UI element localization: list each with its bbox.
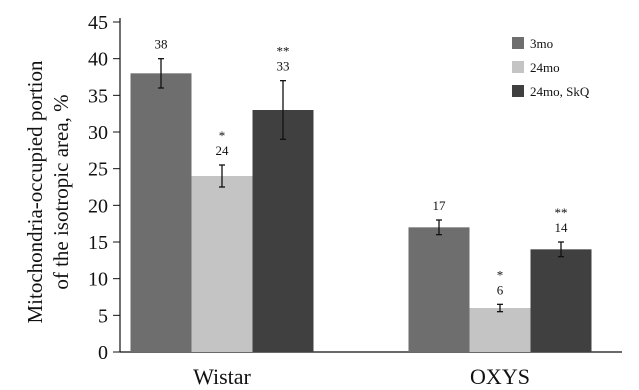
data-label: 24 — [216, 143, 230, 158]
legend-label: 24mo — [530, 60, 560, 75]
data-label: 33 — [277, 59, 290, 74]
significance-label: ** — [555, 205, 568, 220]
legend-label: 3mo — [530, 36, 553, 51]
bar — [530, 249, 592, 352]
data-label: 17 — [433, 198, 447, 213]
legend-swatch — [512, 37, 524, 49]
axes: 0 5 10 15 20 25 30 35 40 45 — [88, 12, 622, 364]
significance-label: * — [219, 128, 226, 143]
data-label: 6 — [497, 282, 504, 297]
y-tick-label: 45 — [88, 12, 108, 34]
legend-swatch — [512, 85, 524, 97]
y-tick-label: 35 — [88, 85, 108, 107]
y-tick-label: 10 — [88, 269, 108, 291]
significance-label: ** — [277, 44, 290, 59]
legend-label: 24mo, SkQ — [530, 84, 590, 99]
y-tick-label: 5 — [98, 305, 108, 327]
data-label: 38 — [155, 37, 168, 52]
y-axis-title: Mitochondria-occupied portion of the iso… — [23, 60, 73, 324]
data-label: 14 — [555, 220, 569, 235]
bar — [469, 308, 531, 352]
bar — [408, 227, 470, 352]
y-tick-label: 40 — [88, 49, 108, 71]
legend: 3mo 24mo 24mo, SkQ — [512, 36, 590, 99]
y-tick-label: 15 — [88, 232, 108, 254]
significance-label: * — [497, 267, 504, 282]
x-category-label: OXYS — [470, 364, 530, 389]
bar — [130, 73, 192, 352]
y-tick-label: 25 — [88, 159, 108, 181]
y-tick-label: 20 — [88, 195, 108, 217]
y-axis-label-line2: of the isotropic area, % — [49, 94, 73, 289]
bar — [191, 176, 253, 352]
y-tick-label: 30 — [88, 122, 108, 144]
x-category-label: Wistar — [193, 364, 251, 389]
bar — [252, 110, 314, 352]
y-tick-label: 0 — [98, 342, 108, 364]
legend-swatch — [512, 61, 524, 73]
y-axis-label-line1: Mitochondria-occupied portion — [23, 60, 47, 324]
